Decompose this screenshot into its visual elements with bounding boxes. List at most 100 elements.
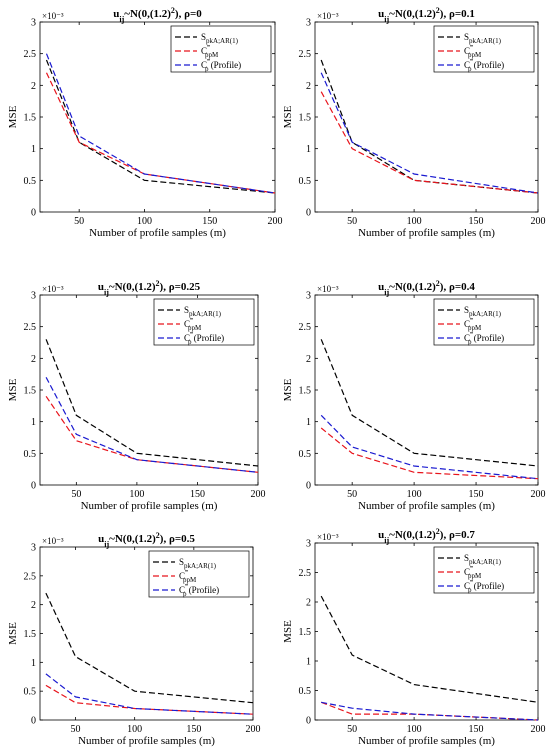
legend-entry-label: C‴ p (Profile) [464, 58, 504, 73]
y-exponent-label: ×10⁻³ [42, 284, 64, 294]
x-tick-label: 150 [186, 724, 201, 735]
y-axis-label: MSE [7, 622, 19, 645]
y-tick-label: 3 [306, 539, 311, 550]
x-axis-label: Number of profile samples (m) [358, 500, 495, 512]
y-tick-label: 1 [306, 657, 311, 668]
y-tick-label: 3 [306, 18, 311, 29]
series-line-2 [45, 72, 276, 194]
chart-svg: uij~N(0,(1.2)2), ρ=0.25 ×10⁻³ 0 0.5 1 1.5 2 2.5… [7, 279, 266, 513]
legend-box [170, 25, 272, 73]
y-tick-label: 0 [31, 716, 36, 727]
chart-title: uij~N(0,(1.2)2), ρ=0.25 [98, 279, 201, 297]
x-tick-label: 200 [268, 216, 283, 227]
series-line-3 [45, 377, 259, 473]
y-tick-label: 2 [31, 354, 36, 365]
y-tick-label: 3 [31, 291, 36, 302]
x-tick-label: 150 [202, 216, 217, 227]
y-exponent-label: ×10⁻³ [42, 11, 64, 21]
x-tick-label: 200 [246, 724, 261, 735]
chart-title: uij~N(0,(1.2)2), ρ=0.5 [98, 531, 195, 549]
legend-entry-label: C‴ ppM [179, 569, 197, 584]
y-axis-label: MSE [282, 378, 294, 401]
series-line-2 [45, 395, 259, 473]
x-tick-label: 50 [347, 489, 357, 500]
y-tick-label: 1 [31, 417, 36, 428]
legend-box [433, 25, 535, 73]
series-line-3 [320, 72, 539, 194]
x-tick-label: 150 [469, 489, 484, 500]
x-axis-label: Number of profile samples (m) [89, 227, 226, 239]
series-line-3 [45, 673, 254, 715]
legend-entry-label: SpkA;AR(1) [179, 557, 217, 570]
x-tick-label: 200 [251, 489, 266, 500]
x-tick-label: 50 [74, 216, 84, 227]
y-tick-label: 1 [306, 417, 311, 428]
y-tick-label: 1.5 [299, 627, 312, 638]
y-tick-label: 2.5 [299, 568, 312, 579]
legend-entry-label: C‴ ppM [201, 44, 219, 59]
chart-panel-1: uij~N(0,(1.2)2), ρ=0 ×10⁻³ 0 0.5 1 1.5 2 2.5 3 50… [0, 0, 283, 251]
y-tick-label: 2.5 [24, 322, 37, 333]
x-tick-label: 100 [407, 216, 422, 227]
y-tick-label: 2 [31, 81, 36, 92]
legend-entry-label: C‴ p (Profile) [464, 331, 504, 346]
y-tick-label: 2.5 [24, 571, 37, 582]
y-exponent-label: ×10⁻³ [317, 532, 339, 542]
legend-entry-label: C‴ ppM [464, 565, 482, 580]
legend-entry-label: SpkA;AR(1) [464, 32, 502, 45]
chart-panel-5: uij~N(0,(1.2)2), ρ=0.5 ×10⁻³ 0 0.5 1 1.5 2 2.5 3… [0, 500, 275, 751]
series-line-3 [45, 53, 276, 194]
chart-panel-2: uij~N(0,(1.2)2), ρ=0.1 ×10⁻³ 0 0.5 1 1.5 2 2.5 3… [275, 0, 550, 251]
series-line-1 [320, 595, 539, 703]
chart-title: uij~N(0,(1.2)2), ρ=0 [113, 6, 202, 24]
legend-entry-label: C‴ p (Profile) [464, 579, 504, 594]
chart-panel-4: uij~N(0,(1.2)2), ρ=0.4 ×10⁻³ 0 0.5 1 1.5 2 2.5 3… [275, 250, 550, 513]
legend-entry-label: C‴ p (Profile) [184, 331, 224, 346]
series-line-1 [45, 339, 259, 467]
chart-svg: uij~N(0,(1.2)2), ρ=0.5 ×10⁻³ 0 0.5 1 1.5 2 2.5 3… [7, 531, 261, 748]
y-tick-label: 0.5 [24, 687, 37, 698]
chart-title: uij~N(0,(1.2)2), ρ=0.1 [378, 6, 475, 24]
x-tick-label: 150 [469, 724, 484, 735]
chart-svg: uij~N(0,(1.2)2), ρ=0 ×10⁻³ 0 0.5 1 1.5 2 2.5 3 50… [7, 6, 283, 240]
y-tick-label: 0 [31, 208, 36, 219]
y-tick-label: 0 [306, 481, 311, 492]
legend-entry-label: C‴ ppM [464, 317, 482, 332]
x-tick-label: 50 [71, 724, 81, 735]
chart-title: uij~N(0,(1.2)2), ρ=0.7 [378, 527, 475, 545]
x-tick-label: 50 [347, 724, 357, 735]
chart-panel-6: uij~N(0,(1.2)2), ρ=0.7 ×10⁻³ 0 0.5 1 1.5 2 2.5 3… [275, 500, 550, 751]
series-line-1 [320, 59, 539, 194]
y-tick-label: 1 [31, 658, 36, 669]
y-axis-label: MSE [282, 620, 294, 643]
y-tick-label: 3 [31, 18, 36, 29]
y-tick-label: 1.5 [24, 629, 37, 640]
x-tick-label: 150 [190, 489, 205, 500]
y-tick-label: 2.5 [24, 49, 37, 60]
x-axis-label: Number of profile samples (m) [358, 735, 495, 747]
x-axis-label: Number of profile samples (m) [78, 735, 215, 747]
legend-entry-label: SpkA;AR(1) [184, 305, 222, 318]
y-tick-label: 3 [31, 543, 36, 554]
legend-entry-label: SpkA;AR(1) [201, 32, 239, 45]
x-tick-label: 150 [469, 216, 484, 227]
series-line-1 [320, 339, 539, 467]
legend-entry-label: C‴ ppM [464, 44, 482, 59]
legend-entry-label: C‴ ppM [184, 317, 202, 332]
x-tick-label: 100 [137, 216, 152, 227]
chart-svg: uij~N(0,(1.2)2), ρ=0.4 ×10⁻³ 0 0.5 1 1.5 2 2.5 3… [282, 279, 546, 513]
y-tick-label: 3 [306, 291, 311, 302]
y-axis-label: MSE [282, 105, 294, 128]
series-line-3 [321, 701, 539, 721]
legend-box [153, 298, 255, 346]
y-tick-label: 0.5 [299, 449, 312, 460]
y-tick-label: 1.5 [24, 386, 37, 397]
y-exponent-label: ×10⁻³ [317, 284, 339, 294]
y-tick-label: 0 [31, 481, 36, 492]
y-tick-label: 2 [306, 81, 311, 92]
y-tick-label: 2 [306, 598, 311, 609]
y-tick-label: 0.5 [299, 176, 312, 187]
x-axis-label: Number of profile samples (m) [358, 227, 495, 239]
chart-svg: uij~N(0,(1.2)2), ρ=0.7 ×10⁻³ 0 0.5 1 1.5 2 2.5 3… [282, 527, 546, 748]
